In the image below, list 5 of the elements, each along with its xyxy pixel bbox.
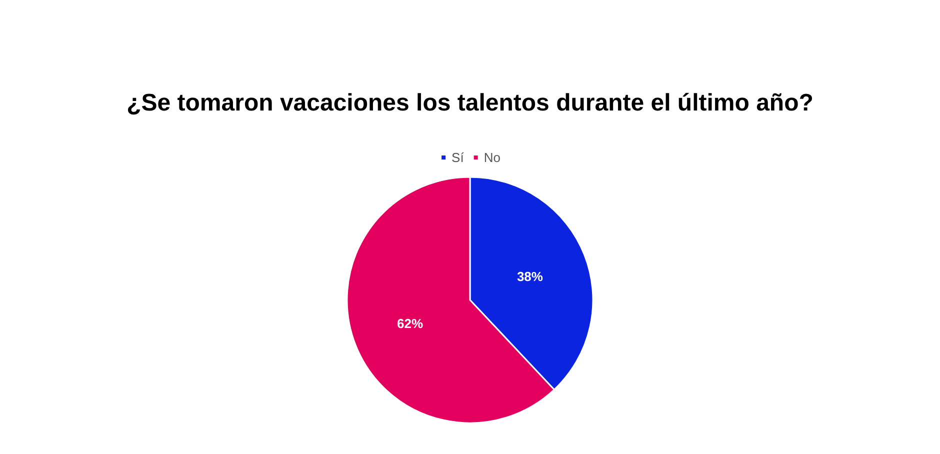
legend-label: No — [484, 150, 500, 165]
chart-title: ¿Se tomaron vacaciones los talentos durante el último año? — [126, 90, 814, 116]
legend-label: Sí — [452, 150, 464, 165]
data-label: 62% — [397, 316, 424, 332]
data-label: 38% — [516, 268, 544, 284]
